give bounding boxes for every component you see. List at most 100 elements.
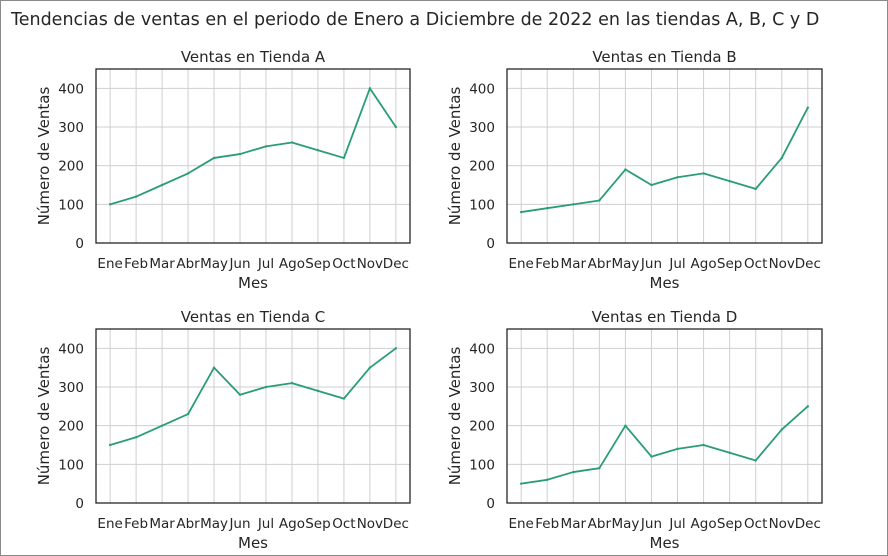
data-point: [572, 203, 575, 206]
series-line-tienda-d: [521, 405, 809, 485]
x-tick-label: Mar: [561, 516, 587, 532]
x-tick-label: Dec: [383, 516, 409, 532]
axes-spine: [506, 68, 823, 244]
data-point: [212, 156, 216, 160]
x-tick-label: Oct: [332, 256, 355, 272]
data-point: [546, 478, 549, 481]
series-line-tienda-b: [521, 107, 809, 213]
x-axis-label: Mes: [238, 534, 268, 552]
data-point: [676, 447, 679, 451]
x-tick-label: May: [200, 516, 228, 532]
x-tick-label: Oct: [744, 516, 767, 532]
x-tick-label: Ago: [691, 256, 717, 272]
axes-spine: [95, 68, 411, 244]
x-tick-label: Sep: [305, 256, 330, 272]
data-point: [394, 347, 398, 350]
y-tick-label: 200: [58, 159, 84, 175]
y-tick-label: 400: [469, 81, 495, 97]
subplot-tienda-c: Ene Feb Mar Abr May Jun Jul Ago Sep Oct Nov Dec 0 100…: [35, 308, 411, 552]
data-point: [264, 145, 268, 148]
x-tick-label: Feb: [535, 256, 559, 272]
x-tick-label: Ene: [508, 516, 533, 532]
y-tick-label: 200: [469, 159, 495, 175]
x-tick-label: Jul: [257, 516, 274, 532]
x-tick-label: Abr: [588, 256, 612, 272]
y-tick-label: 0: [75, 496, 84, 512]
x-tick-label: Ene: [508, 256, 533, 272]
data-point: [572, 470, 575, 474]
data-point: [108, 203, 112, 206]
data-point: [134, 195, 138, 198]
x-tick-label: Ago: [279, 256, 305, 272]
data-point: [134, 436, 138, 439]
y-tick-label: 300: [469, 120, 495, 136]
x-axis-label: Mes: [238, 274, 268, 292]
data-point: [806, 106, 810, 109]
x-tick-label: May: [611, 256, 639, 272]
data-point: [598, 467, 601, 470]
data-point: [316, 389, 320, 393]
x-tick-label: Ago: [691, 516, 717, 532]
x-axis-label: Mes: [650, 534, 680, 552]
y-tick-label: 400: [58, 341, 84, 357]
y-tick-label: 300: [58, 380, 84, 396]
subplot-tienda-b: Ene Feb Mar Abr May Jun Jul Ago Sep Oct Nov Dec 0 100…: [446, 48, 823, 292]
x-tick-label: Abr: [588, 516, 612, 532]
x-tick-label: Jun: [228, 516, 250, 532]
subplot-title: Ventas en Tienda D: [592, 308, 738, 326]
series-line-tienda-c: [109, 347, 397, 446]
x-tick-label: Ene: [97, 516, 122, 532]
data-point: [780, 156, 783, 160]
x-tick-label: May: [200, 256, 228, 272]
subplot-tienda-d: Ene Feb Mar Abr May Jun Jul Ago Sep Oct Nov Dec 0 100…: [446, 308, 823, 552]
figure-title: Tendencias de ventas en el periodo de En…: [10, 10, 819, 30]
data-point: [546, 207, 549, 210]
x-tick-label: Dec: [795, 516, 821, 532]
data-point: [519, 210, 523, 214]
y-tick-label: 100: [469, 457, 495, 473]
y-tick-label: 400: [58, 81, 84, 97]
data-point: [624, 168, 627, 171]
y-tick-label: 300: [469, 380, 495, 396]
data-point: [650, 183, 653, 187]
x-tick-label: Ene: [97, 256, 122, 272]
y-axis-label: Número de Ventas: [35, 347, 53, 486]
x-tick-label: Dec: [795, 256, 821, 272]
x-tick-label: Nov: [769, 516, 795, 532]
data-point: [728, 179, 731, 183]
data-point: [160, 424, 164, 427]
axes-spine: [506, 328, 823, 504]
x-tick-label: Sep: [717, 256, 742, 272]
x-tick-label: Jun: [228, 256, 250, 272]
x-tick-label: Nov: [769, 256, 795, 272]
data-point: [650, 455, 653, 458]
x-tick-label: Abr: [176, 256, 200, 272]
data-point: [702, 443, 705, 447]
x-tick-label: Jun: [640, 516, 662, 532]
data-point: [702, 172, 705, 175]
data-point: [238, 152, 242, 156]
x-tick-label: Nov: [357, 256, 383, 272]
data-point: [754, 187, 757, 191]
data-point: [186, 172, 190, 175]
x-axis-label: Mes: [650, 274, 680, 292]
y-tick-label: 200: [469, 419, 495, 435]
series-line-tienda-a: [109, 87, 397, 206]
data-point: [519, 482, 523, 485]
data-point: [394, 125, 398, 129]
x-tick-label: Mar: [149, 256, 175, 272]
y-tick-label: 200: [58, 419, 84, 435]
x-tick-label: Jul: [668, 516, 685, 532]
x-tick-label: Abr: [176, 516, 200, 532]
y-tick-label: 400: [469, 341, 495, 357]
x-tick-label: Oct: [332, 516, 355, 532]
data-point: [264, 385, 268, 389]
subplot-tienda-a: Ene Feb Mar Abr May Jun Jul Ago Sep Oct Nov Dec 0 100…: [35, 48, 411, 292]
y-tick-label: 0: [486, 236, 495, 252]
x-tick-label: Dec: [383, 256, 409, 272]
subplot-title: Ventas en Tienda A: [181, 48, 326, 66]
x-tick-label: Mar: [561, 256, 587, 272]
data-point: [342, 397, 346, 400]
